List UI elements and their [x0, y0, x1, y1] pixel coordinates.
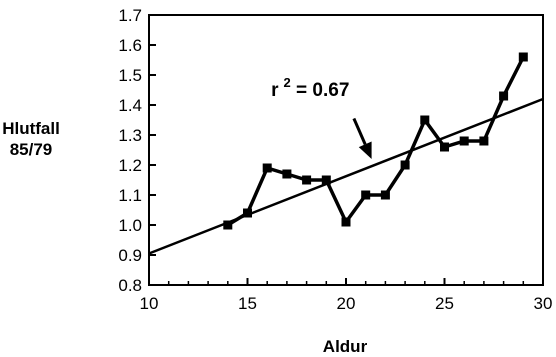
y-tick-label: 1.0 [118, 216, 142, 235]
plot-frame [148, 14, 544, 286]
annotation-arrow-shaft [352, 117, 367, 145]
y-tick-label: 1.2 [118, 156, 142, 175]
x-tick-label: 15 [238, 294, 257, 313]
data-point [499, 91, 509, 101]
annotation-superscript: 2 [284, 75, 291, 90]
series-line [226, 56, 525, 227]
y-tick-label: 0.9 [118, 246, 142, 265]
data-point [243, 208, 252, 218]
x-axis-label: Aldur [323, 337, 368, 356]
data-point [420, 115, 430, 125]
data-point [400, 160, 410, 170]
data-point [380, 190, 390, 200]
y-ticks: 0.8 0.9 1.0 1.1 1.2 1.3 1.4 1.5 1.6 1.7 [118, 6, 156, 295]
y-tick-label: 0.8 [118, 276, 142, 295]
x-ticks: 10 15 20 25 30 [140, 278, 553, 313]
y-axis-label: Hlutfall 85/79 [0, 118, 62, 160]
series-group [223, 52, 528, 230]
regression-line [148, 97, 544, 255]
annotation-arrow-head [358, 141, 372, 159]
x-tick-label: 10 [140, 294, 159, 313]
annotation-suffix: = 0.67 [291, 80, 350, 101]
data-point [459, 136, 469, 146]
y-tick-label: 1.4 [118, 96, 142, 115]
data-point [361, 190, 371, 200]
axes [148, 14, 544, 286]
data-point [341, 217, 351, 227]
x-tick-label: 25 [435, 294, 454, 313]
y-axis-label-line-2: 85/79 [9, 140, 53, 159]
y-axis-label-line-1: Hlutfall [2, 119, 60, 138]
y-tick-label: 1.5 [118, 66, 142, 85]
y-tick-label: 1.6 [118, 36, 142, 55]
regression-line-group [148, 97, 544, 255]
data-point [223, 220, 233, 230]
y-tick-label: 1.3 [118, 126, 142, 145]
data-point [321, 175, 331, 185]
data-point [302, 175, 312, 185]
data-point [262, 163, 272, 173]
data-point [282, 169, 292, 179]
data-point [479, 136, 489, 146]
y-tick-label: 1.1 [118, 186, 142, 205]
x-tick-label: 20 [337, 294, 356, 313]
annotation-prefix: r [271, 80, 279, 101]
y-tick-label: 1.7 [118, 6, 142, 25]
x-tick-label: 30 [534, 294, 553, 313]
data-point [440, 142, 449, 152]
data-point [518, 52, 528, 62]
